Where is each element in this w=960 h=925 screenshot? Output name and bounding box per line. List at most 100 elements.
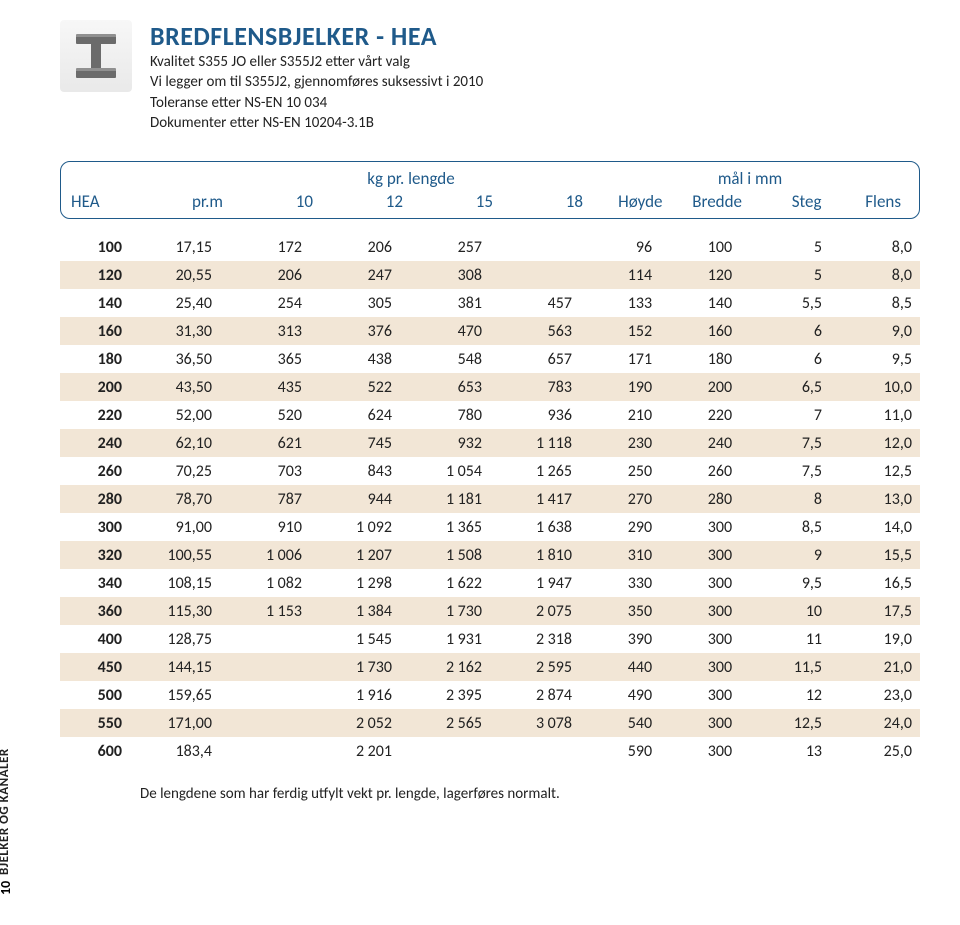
cell-prm: 78,70 xyxy=(130,485,220,513)
table-row: 340108,151 0821 2981 6221 9473303009,516… xyxy=(60,569,920,597)
cell-l10: 520 xyxy=(220,401,310,429)
cell-l15: 2 162 xyxy=(400,653,490,681)
cell-f: 12,5 xyxy=(830,457,920,485)
cell-h: 96 xyxy=(580,233,660,261)
cell-l18: 1 417 xyxy=(490,485,580,513)
cell-b: 160 xyxy=(660,317,740,345)
cell-b: 100 xyxy=(660,233,740,261)
cell-s: 11,5 xyxy=(740,653,830,681)
cell-hea: 340 xyxy=(60,569,130,597)
cell-h: 190 xyxy=(580,373,660,401)
cell-l12: 1 207 xyxy=(310,541,400,569)
cell-hea: 140 xyxy=(60,289,130,317)
cell-b: 260 xyxy=(660,457,740,485)
cell-l15: 2 395 xyxy=(400,681,490,709)
cell-b: 120 xyxy=(660,261,740,289)
cell-prm: 115,30 xyxy=(130,597,220,625)
cell-b: 300 xyxy=(660,541,740,569)
cell-b: 300 xyxy=(660,737,740,765)
cell-hea: 200 xyxy=(60,373,130,401)
cell-h: 114 xyxy=(580,261,660,289)
cell-l15: 932 xyxy=(400,429,490,457)
cell-l15: 2 565 xyxy=(400,709,490,737)
cell-prm: 70,25 xyxy=(130,457,220,485)
cell-f: 25,0 xyxy=(830,737,920,765)
cell-b: 300 xyxy=(660,569,740,597)
cell-hea: 500 xyxy=(60,681,130,709)
cell-s: 5 xyxy=(740,233,830,261)
cell-f: 21,0 xyxy=(830,653,920,681)
cell-s: 10 xyxy=(740,597,830,625)
cell-hea: 240 xyxy=(60,429,130,457)
cell-s: 7 xyxy=(740,401,830,429)
cell-l18: 1 947 xyxy=(490,569,580,597)
col-bredde: Bredde xyxy=(671,191,751,212)
cell-s: 6 xyxy=(740,345,830,373)
cell-l18 xyxy=(490,261,580,289)
cell-f: 9,0 xyxy=(830,317,920,345)
cell-l12: 1 092 xyxy=(310,513,400,541)
cell-f: 15,5 xyxy=(830,541,920,569)
cell-l10: 254 xyxy=(220,289,310,317)
cell-s: 12 xyxy=(740,681,830,709)
cell-l10: 1 082 xyxy=(220,569,310,597)
cell-l10 xyxy=(220,625,310,653)
table-row: 30091,009101 0921 3651 6382903008,514,0 xyxy=(60,513,920,541)
cell-prm: 43,50 xyxy=(130,373,220,401)
cell-f: 10,0 xyxy=(830,373,920,401)
cell-s: 9,5 xyxy=(740,569,830,597)
cell-l18 xyxy=(490,233,580,261)
table-row: 22052,00520624780936210220711,0 xyxy=(60,401,920,429)
cell-s: 5 xyxy=(740,261,830,289)
sidebar-page-number: 10 xyxy=(0,881,14,895)
col-10: 10 xyxy=(231,191,321,212)
cell-s: 11 xyxy=(740,625,830,653)
cell-h: 490 xyxy=(580,681,660,709)
cell-l15: 308 xyxy=(400,261,490,289)
footnote: De lengdene som har ferdig utfylt vekt p… xyxy=(60,785,920,803)
cell-b: 200 xyxy=(660,373,740,401)
cell-f: 16,5 xyxy=(830,569,920,597)
cell-hea: 280 xyxy=(60,485,130,513)
cell-l12: 1 545 xyxy=(310,625,400,653)
cell-l15: 1 931 xyxy=(400,625,490,653)
cell-l12: 2 201 xyxy=(310,737,400,765)
cell-l10: 172 xyxy=(220,233,310,261)
page-title: BREDFLENSBJELKER - HEA xyxy=(150,20,920,52)
cell-prm: 171,00 xyxy=(130,709,220,737)
cell-l12: 522 xyxy=(310,373,400,401)
cell-l15: 780 xyxy=(400,401,490,429)
cell-l18: 457 xyxy=(490,289,580,317)
cell-l15: 653 xyxy=(400,373,490,401)
cell-l15: 1 054 xyxy=(400,457,490,485)
cell-h: 310 xyxy=(580,541,660,569)
table-row: 600183,42 2015903001325,0 xyxy=(60,737,920,765)
col-prm: pr.m xyxy=(141,191,231,212)
cell-prm: 36,50 xyxy=(130,345,220,373)
cell-l10 xyxy=(220,709,310,737)
cell-hea: 550 xyxy=(60,709,130,737)
cell-hea: 600 xyxy=(60,737,130,765)
cell-l10: 787 xyxy=(220,485,310,513)
cell-l12: 247 xyxy=(310,261,400,289)
cell-l12: 1 384 xyxy=(310,597,400,625)
cell-f: 14,0 xyxy=(830,513,920,541)
cell-hea: 220 xyxy=(60,401,130,429)
cell-l18: 1 810 xyxy=(490,541,580,569)
table-row: 14025,402543053814571331405,58,5 xyxy=(60,289,920,317)
cell-l12: 745 xyxy=(310,429,400,457)
cell-l12: 438 xyxy=(310,345,400,373)
cell-l15: 548 xyxy=(400,345,490,373)
cell-prm: 52,00 xyxy=(130,401,220,429)
cell-b: 180 xyxy=(660,345,740,373)
cell-l15: 470 xyxy=(400,317,490,345)
cell-l15 xyxy=(400,737,490,765)
table-row: 500159,651 9162 3952 8744903001223,0 xyxy=(60,681,920,709)
cell-f: 9,5 xyxy=(830,345,920,373)
cell-f: 13,0 xyxy=(830,485,920,513)
cell-l10: 621 xyxy=(220,429,310,457)
cell-b: 300 xyxy=(660,625,740,653)
cell-s: 12,5 xyxy=(740,709,830,737)
cell-prm: 17,15 xyxy=(130,233,220,261)
cell-l15: 381 xyxy=(400,289,490,317)
